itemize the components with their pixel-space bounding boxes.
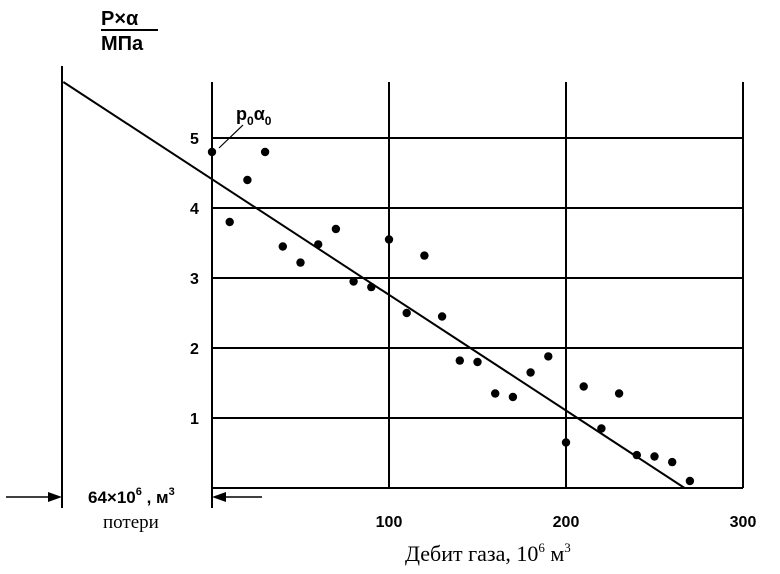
loss-arrow-left-head [48,492,62,502]
y-tick-label-1: 1 [190,411,199,428]
data-point-27 [685,476,695,486]
axes [61,66,743,508]
data-point-14 [455,356,464,365]
data-point-0 [207,147,217,157]
y-tick-label-2: 2 [190,341,199,358]
y-tick-label-4: 4 [190,201,199,218]
x-tick-label-100: 100 [376,514,403,531]
loss-annotation: 64×106 , м3 потери [6,486,262,533]
y-axis-label-bottom: МПа [101,33,144,55]
data-point-15 [473,357,482,367]
svg-text:p0α0: p0α0 [236,104,272,128]
x-tick-label-200: 200 [553,514,580,531]
data-point-3 [260,147,270,157]
data-point-18 [526,368,535,377]
y-axis-label-top: P×α [101,8,139,30]
data-point-12 [420,251,429,260]
x-tick-label-300: 300 [730,514,757,531]
tick-labels: 1 2 3 4 5 100 200 300 [190,131,756,531]
data-point-19 [544,352,553,361]
grid [212,82,744,488]
y-tick-label-3: 3 [190,271,199,288]
data-point-5 [296,258,305,267]
annotation-sub1: 0 [247,114,254,128]
annotation-sub2: 0 [265,114,272,128]
data-point-6 [314,240,323,249]
y-tick-label-5: 5 [190,131,199,148]
data-point-21 [579,382,588,391]
data-point-23 [614,389,624,398]
annotation-alpha: α [254,104,265,124]
x-axis-label: Дебит газа, 106 м3 [405,540,571,566]
data-point-2 [243,175,252,185]
data-point-22 [597,424,606,433]
data-point-4 [278,242,287,251]
data-point-16 [491,389,500,398]
data-point-17 [508,392,518,402]
loss-arrow-right-head [212,492,226,502]
data-point-24 [632,450,641,460]
data-point-9 [367,282,376,292]
loss-value: 64×106 , м3 [88,486,175,507]
loss-label: потери [103,512,159,533]
data-point-1 [225,217,234,227]
annotation-p0-alpha0: p0α0 [218,104,272,149]
data-point-11 [402,308,411,318]
data-point-26 [668,457,677,467]
data-point-7 [331,224,341,234]
data-point-13 [437,312,447,321]
data-points [207,147,695,486]
data-point-25 [650,452,659,461]
data-point-20 [561,438,571,447]
annotation-leader [218,124,244,149]
data-point-10 [384,235,394,244]
data-point-8 [349,277,358,286]
annotation-p: p [236,104,247,124]
